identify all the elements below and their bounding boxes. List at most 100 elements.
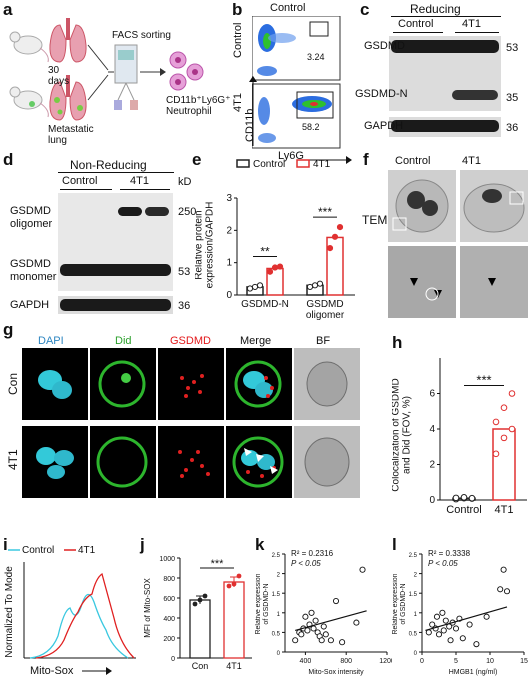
k-xtick-label-1: 800	[340, 658, 352, 665]
k-point-12	[318, 637, 325, 644]
e-xtick-label-1: GSDMD oligomer	[306, 299, 345, 320]
kd-250-d: 250	[178, 206, 197, 218]
lung-healthy-icon	[49, 18, 87, 63]
row-label-4t1: 4T1	[232, 93, 244, 112]
l-xtick-label-2: 10	[486, 658, 494, 665]
channel-did: Did	[115, 335, 132, 347]
e-point-1-0-0	[306, 283, 314, 291]
row-4t1-g: 4T1	[6, 449, 20, 470]
k-point-18	[353, 619, 360, 626]
h-xtick-label-1: 4T1	[495, 504, 514, 516]
flow-cytometry-plots	[252, 16, 341, 149]
e-ytick-label-1: 1	[226, 258, 232, 269]
h-sig: ***	[476, 373, 491, 388]
j-point-1-0	[226, 583, 232, 589]
l-point-13	[459, 635, 466, 642]
l-point-17	[497, 586, 504, 593]
neutrophil-cells-icon	[169, 51, 204, 91]
k-xtick-label-0: 400	[300, 658, 312, 665]
h-point-1-1	[500, 434, 508, 442]
e-point-1-1-0	[326, 245, 334, 252]
k-point-16	[332, 597, 340, 605]
band-oligomer-1	[118, 207, 142, 216]
k-ytick-label-2: 1	[277, 612, 281, 618]
e-ylabel-text: Relative proteinexpression/GAPDH	[195, 202, 216, 289]
h-xtick-label-0: Control	[446, 504, 481, 516]
kd-36-d: 36	[178, 300, 191, 312]
row-gsdmd: GSDMD	[364, 40, 405, 52]
panel-letter-h: h	[392, 333, 403, 352]
l-ylabel-text: Relative expressionof GSDMD-N	[392, 573, 407, 634]
j-bar-1	[223, 581, 245, 659]
k-point-2	[298, 631, 305, 638]
j-xtick-label-0: Con	[192, 661, 209, 671]
flow-title: Control	[270, 2, 306, 14]
i-ylabel-text: Normalized To Mode	[4, 566, 15, 658]
h-point-1-4	[500, 404, 508, 411]
h-point-0-3	[452, 494, 460, 502]
metastatic-label: Metastatic lung	[48, 124, 94, 146]
xaxis-arrow	[308, 156, 352, 164]
j-sig: ***	[211, 558, 225, 570]
gate-value-4t1: 58.2	[302, 122, 320, 132]
l-ytick-label-3: 1.5	[409, 592, 418, 598]
j-ytick-label-1: 200	[163, 636, 175, 643]
j-ytick-label-5: 1000	[159, 556, 175, 563]
l-ytick-label-2: 1	[414, 612, 418, 618]
panel-letter-f: f	[363, 150, 369, 169]
l-pval: P < 0.05	[428, 559, 458, 568]
lane-control-d: Control	[62, 175, 98, 187]
chart-l: 0 0.5 1 1.5 2 2.5 0 5 10 15 HMGB1 (ng/ml) Relative …	[392, 549, 528, 676]
k-point-4	[302, 613, 309, 620]
row-gsdmd-n: GSDMD-N	[355, 88, 408, 100]
l-point-7	[442, 617, 449, 624]
j-point-0-1	[197, 597, 203, 603]
k-ytick-label-4: 2	[277, 573, 281, 579]
chart-h: 0 2 4 6 Colocalization of GSDMDand Did (FOV,…	[392, 358, 527, 516]
j-xtick-label-1: 4T1	[226, 661, 242, 671]
band-monomer	[60, 264, 171, 276]
e-point-1-1-1	[331, 233, 339, 240]
j-ytick-label-0: 0	[171, 656, 175, 663]
gate-value-control: 3.24	[307, 52, 325, 62]
k-point-7	[308, 609, 315, 616]
k-point-5	[304, 627, 311, 634]
l-point-19	[503, 588, 511, 595]
h-ytick-label-2: 4	[429, 424, 435, 435]
panel-letter-c: c	[360, 0, 370, 19]
band-gapdh-c	[391, 120, 499, 132]
mouse-control-icon	[9, 31, 49, 63]
panel-letter-d: d	[3, 150, 14, 169]
chart-i: Normalized To Mode Control 4T1 Mito-Sox	[4, 545, 136, 677]
confocal-grid	[22, 348, 360, 498]
i-ylabel: Normalized To Mode	[4, 566, 15, 658]
kd-35-c: 35	[506, 92, 519, 104]
l-ytick-label-4: 2	[414, 573, 418, 579]
reducing-header: Reducing	[410, 2, 461, 16]
h-ytick-label-3: 6	[429, 389, 435, 400]
k-point-8	[310, 625, 317, 632]
k-r2: R² = 0.2316	[291, 549, 334, 558]
k-ytick-label-0: 0	[277, 651, 281, 657]
k-pval: P < 0.05	[291, 559, 321, 568]
j-point-0-2	[202, 593, 208, 599]
j-ytick-label-4: 800	[163, 576, 175, 583]
l-point-5	[439, 609, 446, 616]
row-con-g: Con	[6, 372, 20, 395]
h-ytick-label-1: 2	[429, 460, 435, 471]
e-point-1-1-2	[336, 224, 344, 231]
panel-letter-k: k	[255, 535, 265, 554]
k-ylabel: Relative expressionof GSDMD-N	[255, 573, 270, 634]
j-ytick-label-3: 600	[163, 596, 175, 603]
chart-j: 0 200 400 600 800 1000 MFI of Mito-SOX Con 4T1 **…	[143, 556, 252, 671]
j-ylabel-text: MFI of Mito-SOX	[143, 578, 152, 638]
band-gsdmd-n	[452, 90, 498, 100]
e-point-1-0-1	[311, 282, 319, 289]
l-point-16	[483, 613, 490, 620]
h-ylabel-text: Colocalization of GSDMDand Did (FOV, %)	[392, 378, 413, 491]
band-oligomer-2	[145, 207, 169, 216]
chart-k: 0 0.5 1 1.5 2 2.5 400 800 1200 Mito-Sox intensity…	[255, 549, 392, 676]
e-point-0-0-2	[256, 282, 264, 289]
j-ylabel: MFI of Mito-SOX	[143, 578, 152, 638]
lane-control-c: Control	[398, 18, 434, 30]
